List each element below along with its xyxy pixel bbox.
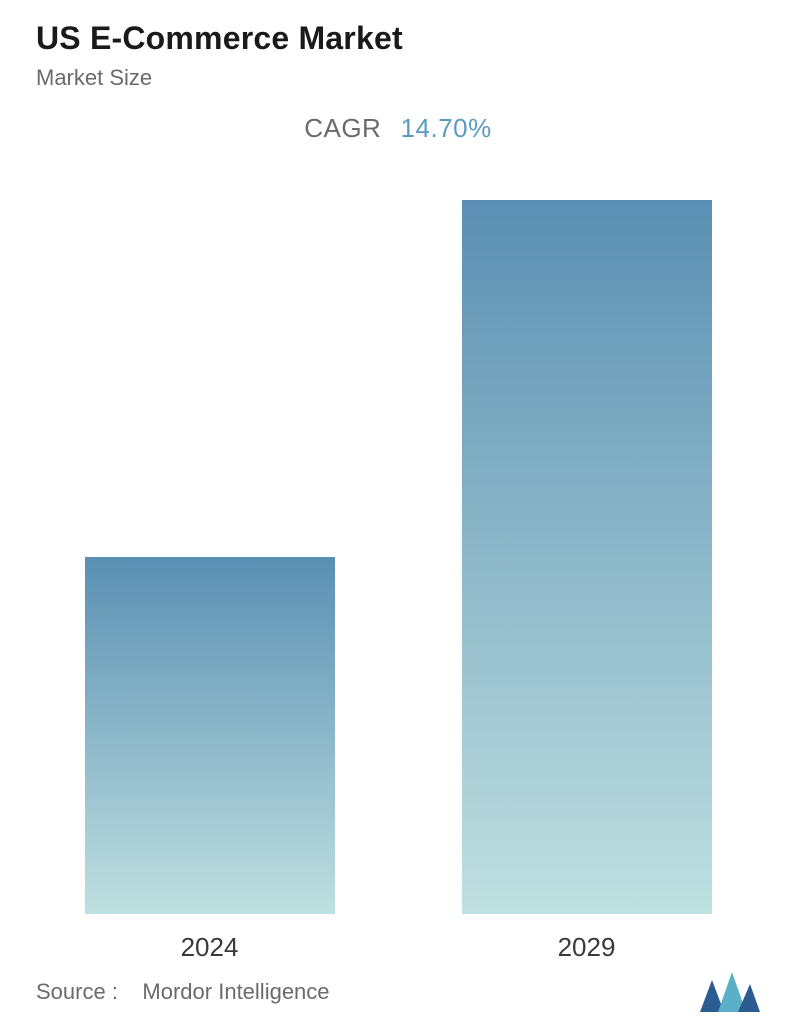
chart-area: 2024 2029	[36, 200, 760, 914]
source-name: Mordor Intelligence	[142, 979, 329, 1004]
page-title: US E-Commerce Market	[36, 20, 760, 57]
footer-row: Source : Mordor Intelligence	[36, 972, 760, 1012]
bar-slot-0	[85, 557, 335, 914]
source-label: Source :	[36, 979, 118, 1004]
bar-slot-1	[462, 200, 712, 914]
x-axis-label-1: 2029	[462, 932, 712, 963]
mordor-logo-icon	[700, 972, 760, 1012]
bar-2024	[85, 557, 335, 914]
page-subtitle: Market Size	[36, 65, 760, 91]
chart-container: US E-Commerce Market Market Size CAGR 14…	[0, 0, 796, 1034]
bar-2029	[462, 200, 712, 914]
cagr-label: CAGR	[304, 113, 381, 143]
bars-group	[36, 200, 760, 914]
source-text: Source : Mordor Intelligence	[36, 979, 330, 1005]
cagr-value: 14.70%	[401, 113, 492, 143]
cagr-row: CAGR 14.70%	[36, 113, 760, 144]
x-axis-label-0: 2024	[85, 932, 335, 963]
